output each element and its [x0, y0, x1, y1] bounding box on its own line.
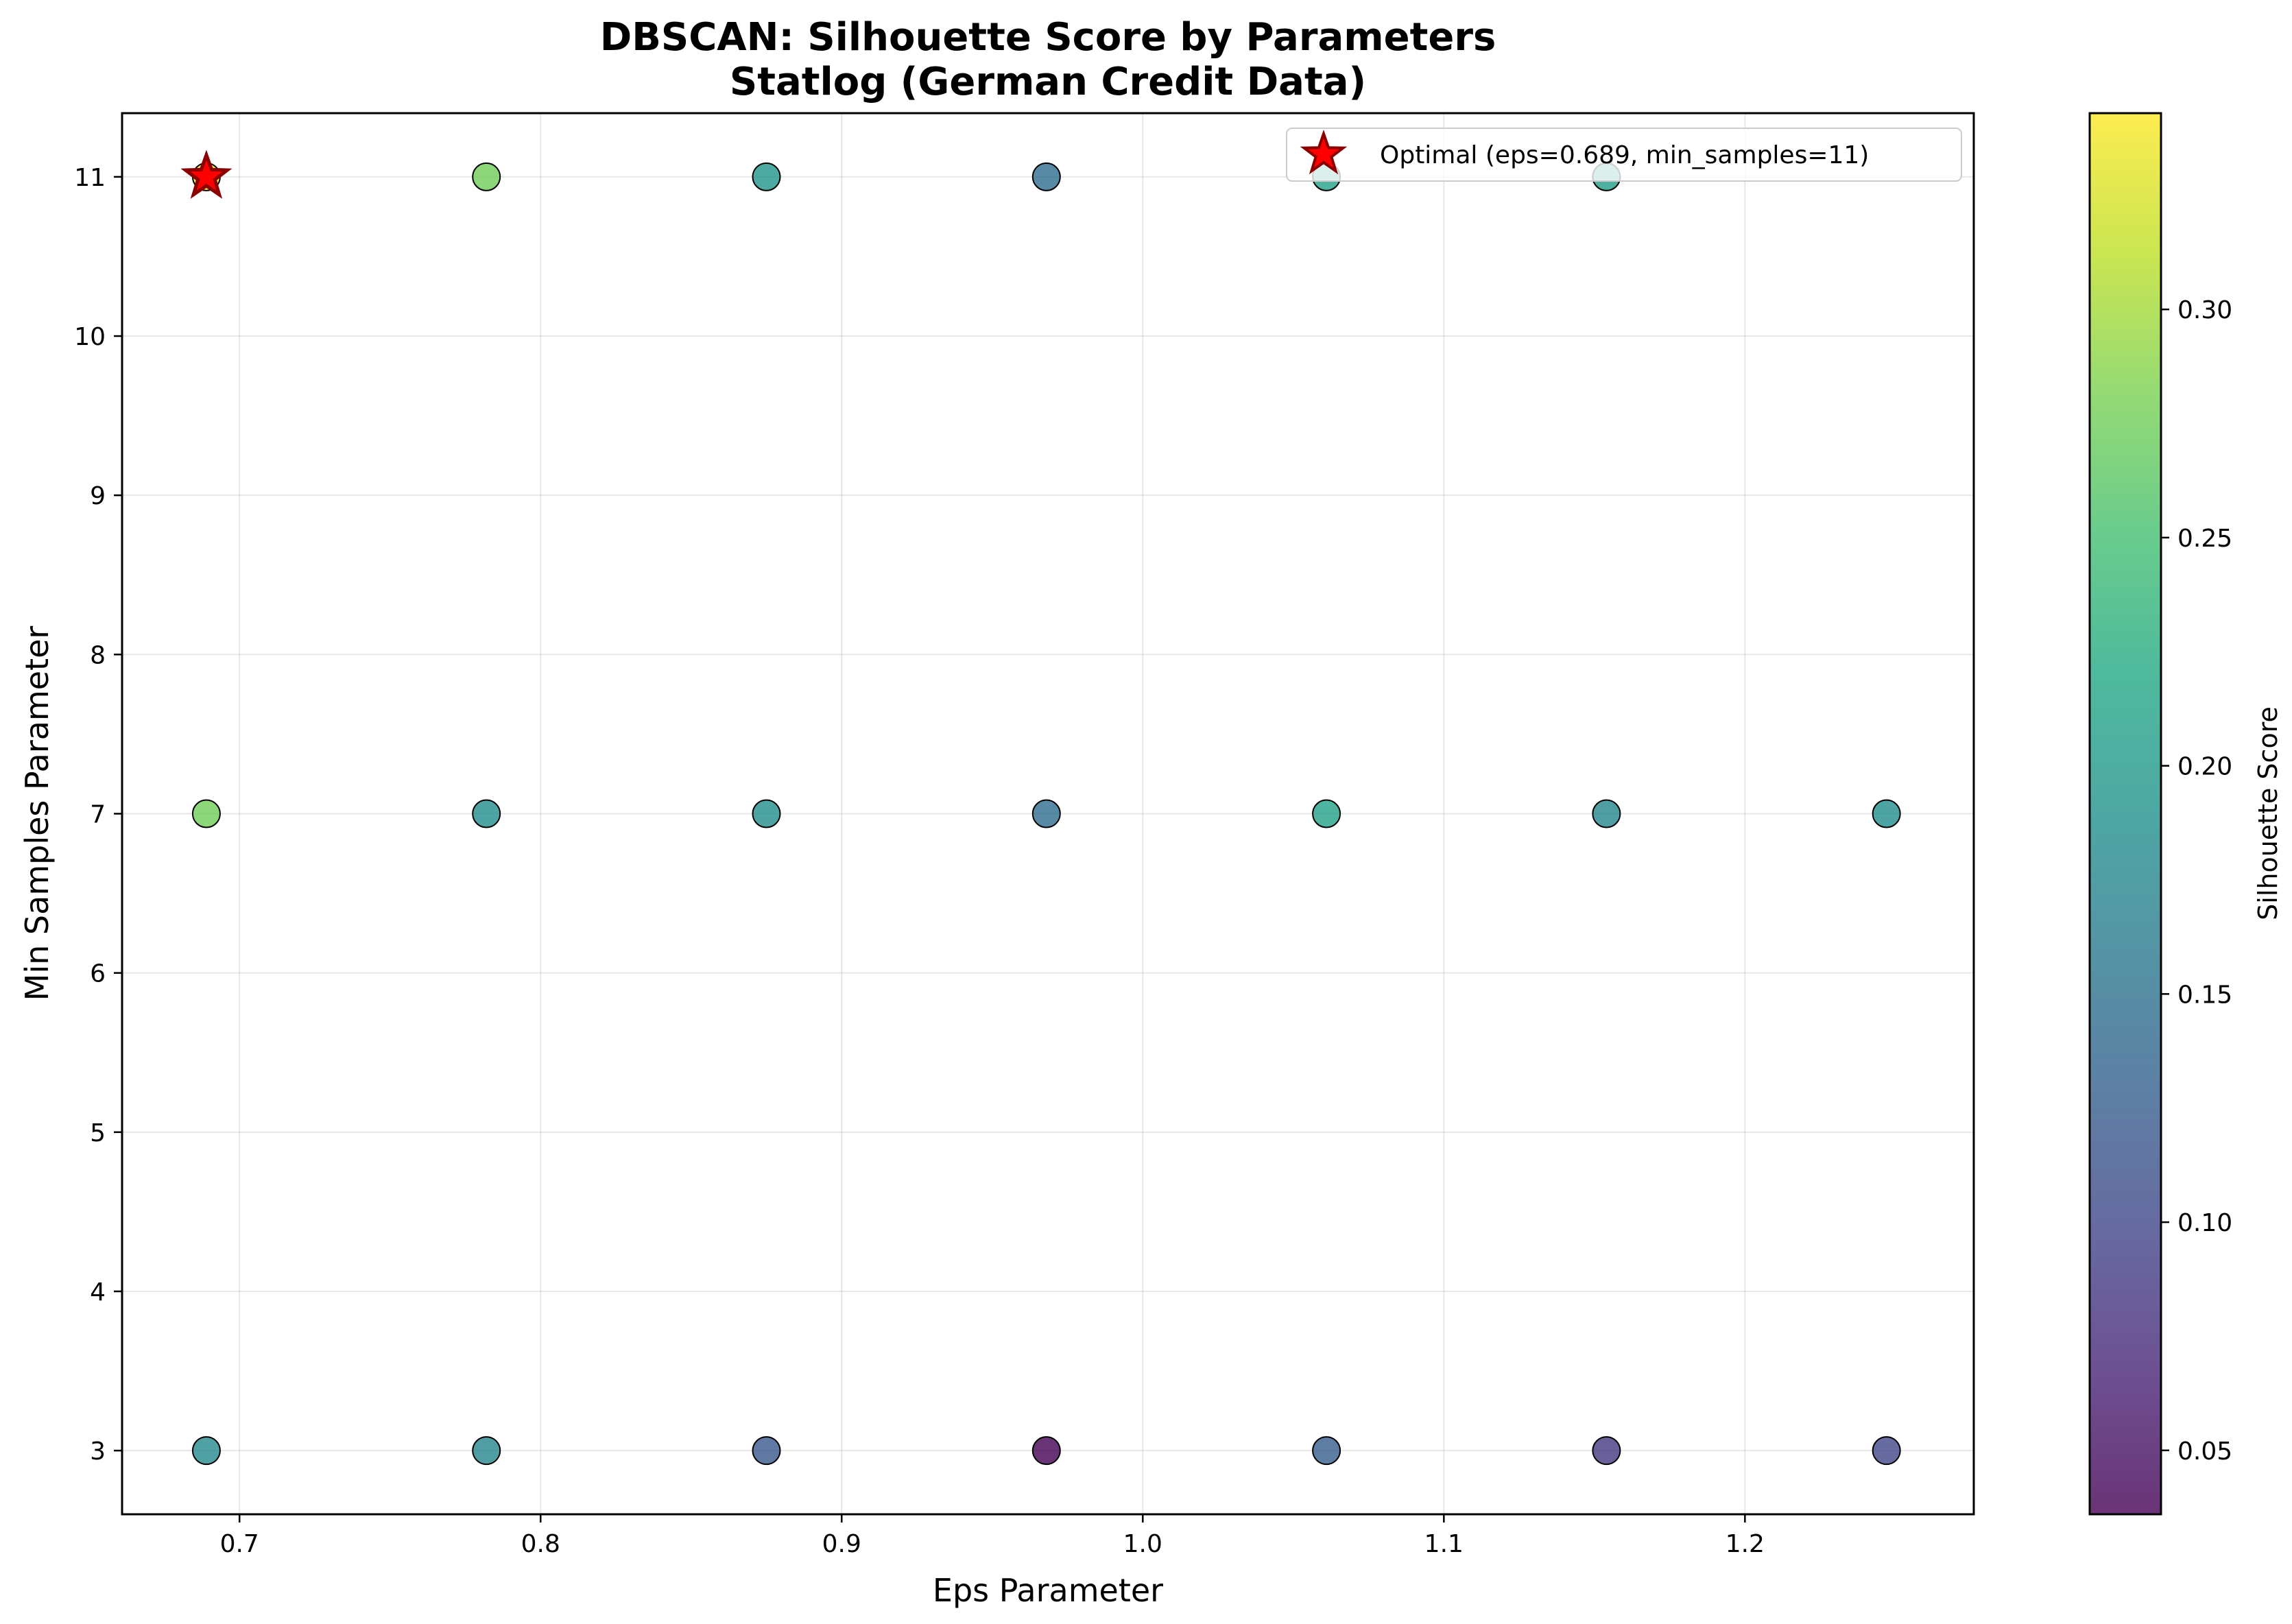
colorbar-frame	[2088, 112, 2162, 1516]
chart-title: DBSCAN: Silhouette Score by Parameters	[600, 15, 1496, 60]
data-point	[472, 162, 501, 191]
x-tick-label: 0.8	[521, 1530, 560, 1558]
x-tick-label: 0.7	[220, 1530, 259, 1558]
data-point	[472, 799, 501, 828]
grid-lines	[122, 113, 1974, 1514]
legend-label: Optimal (eps=0.689, min_samples=11)	[1380, 141, 1869, 169]
data-point	[752, 1436, 781, 1466]
y-tick-label: 6	[90, 960, 106, 988]
data-point	[1872, 1436, 1901, 1466]
data-point	[752, 162, 781, 191]
colorbar-tick-label: 0.25	[2177, 525, 2232, 553]
data-point	[1031, 1436, 1061, 1466]
data-point	[1872, 799, 1901, 828]
optimal-star-marker	[180, 150, 232, 199]
legend-box	[1286, 128, 1962, 182]
x-axis-ticks: 0.7 0.8 0.9 1.0 1.1 1.2	[220, 1514, 1765, 1558]
y-tick-label: 9	[90, 482, 106, 510]
data-point	[191, 799, 221, 828]
y-tick-label: 4	[90, 1278, 106, 1306]
legend-star-icon	[1300, 129, 1348, 175]
data-point	[1592, 799, 1621, 828]
colorbar: 0.05 0.10 0.15 0.20 0.25 0.30 Silhouette Scor…	[2088, 112, 2283, 1516]
data-point	[752, 799, 781, 828]
legend: Optimal (eps=0.689, min_samples=11)	[1286, 128, 1962, 182]
data-point	[1031, 162, 1061, 191]
optimal-marker-layer	[180, 150, 232, 199]
y-axis-label: Min Samples Parameter	[19, 626, 56, 1001]
data-point	[191, 1436, 221, 1466]
x-axis-label: Eps Parameter	[933, 1572, 1163, 1609]
y-tick-label: 3	[90, 1437, 106, 1466]
y-axis-ticks: 3 4 5 6 7 8 9 10 11	[74, 164, 122, 1466]
data-point	[472, 1436, 501, 1466]
colorbar-ticks: 0.05 0.10 0.15 0.20 0.25 0.30	[2161, 296, 2232, 1466]
y-tick-label: 10	[74, 323, 106, 351]
y-tick-label: 5	[90, 1119, 106, 1147]
colorbar-tick-label: 0.20	[2177, 753, 2232, 781]
data-point	[1031, 799, 1061, 828]
data-point	[1312, 1436, 1341, 1466]
x-tick-label: 0.9	[822, 1530, 861, 1558]
colorbar-tick-label: 0.10	[2177, 1209, 2232, 1237]
data-point	[1592, 1436, 1621, 1466]
colorbar-label: Silhouette Score	[2253, 706, 2283, 920]
y-tick-label: 7	[90, 801, 106, 829]
x-tick-label: 1.0	[1123, 1530, 1162, 1558]
chart-subtitle: Statlog (German Credit Data)	[730, 60, 1366, 104]
x-tick-label: 1.1	[1424, 1530, 1464, 1558]
x-tick-label: 1.2	[1726, 1530, 1765, 1558]
y-tick-label: 11	[74, 164, 106, 192]
colorbar-gradient	[2090, 113, 2161, 1514]
data-point	[1312, 799, 1341, 828]
colorbar-tick-label: 0.30	[2177, 296, 2232, 324]
colorbar-tick-label: 0.15	[2177, 981, 2232, 1009]
colorbar-tick-label: 0.05	[2177, 1437, 2232, 1466]
y-tick-label: 8	[90, 641, 106, 669]
